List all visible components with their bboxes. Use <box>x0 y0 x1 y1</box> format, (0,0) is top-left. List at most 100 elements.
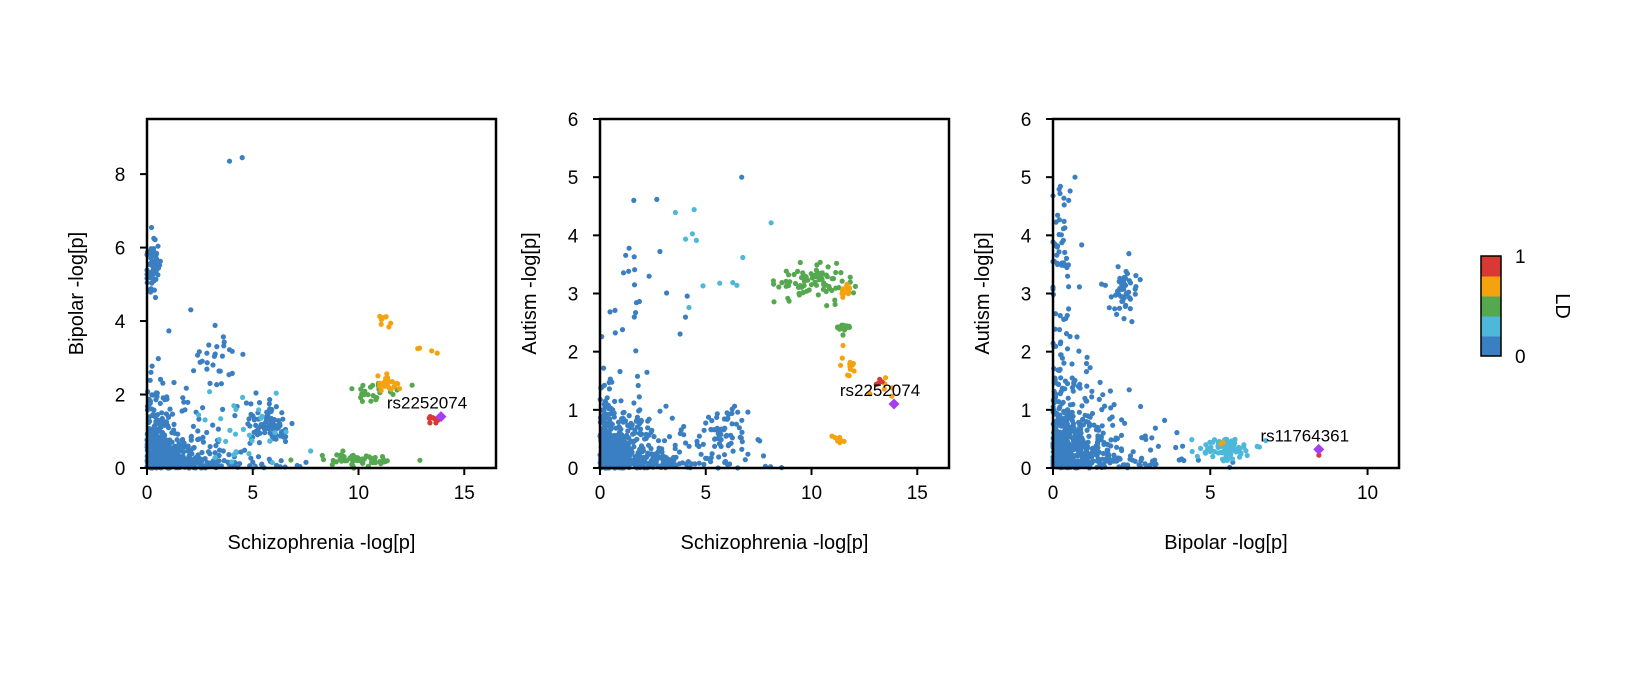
snp-point <box>1126 387 1132 393</box>
snp-point <box>649 427 655 433</box>
x-tick-label: 5 <box>700 483 711 504</box>
snp-point <box>601 365 607 371</box>
snp-point <box>152 237 158 243</box>
snp-point <box>691 207 697 213</box>
snp-point <box>147 377 153 383</box>
snp-point <box>602 448 609 454</box>
snp-point <box>320 457 327 463</box>
snp-point <box>250 413 256 419</box>
snp-point <box>1066 284 1072 290</box>
snp-point <box>147 274 153 281</box>
snp-point <box>1086 433 1092 439</box>
snp-point <box>724 410 730 416</box>
snp-point <box>1053 453 1059 459</box>
snp-point <box>1066 432 1072 438</box>
snp-point <box>1126 278 1132 284</box>
snp-point <box>268 422 274 428</box>
snp-point <box>368 398 374 404</box>
snp-point <box>1061 428 1067 434</box>
snp-point <box>1121 316 1127 322</box>
snp-point <box>625 422 631 429</box>
snp-point <box>1062 386 1068 392</box>
snp-point <box>634 373 641 379</box>
snp-point <box>681 432 687 438</box>
snp-point <box>716 454 722 460</box>
snp-point <box>670 454 677 461</box>
snp-point <box>1069 361 1075 367</box>
snp-point <box>839 355 845 361</box>
snp-point <box>802 273 808 279</box>
snp-point <box>258 422 264 428</box>
snp-point <box>838 438 844 444</box>
snp-point <box>263 426 269 432</box>
snp-point <box>1057 313 1063 319</box>
snp-point <box>150 248 156 254</box>
snp-point <box>1114 311 1120 317</box>
snp-point <box>243 400 249 406</box>
snp-point <box>805 277 811 283</box>
snp-point <box>1079 435 1085 441</box>
snp-point <box>1138 403 1144 410</box>
snp-point <box>712 443 718 449</box>
snp-point <box>808 271 814 277</box>
snp-point <box>217 368 223 374</box>
snp-point <box>267 397 273 403</box>
snp-point <box>151 287 157 293</box>
snp-point <box>666 434 673 440</box>
snp-point <box>1074 334 1080 340</box>
snp-point <box>1065 262 1071 268</box>
snp-point <box>1106 453 1112 459</box>
snp-point <box>259 413 265 419</box>
snp-point <box>631 282 638 288</box>
snp-point <box>626 446 632 452</box>
snp-point <box>823 272 830 278</box>
snp-point <box>663 454 669 460</box>
snp-point <box>739 174 745 180</box>
snp-point <box>155 272 161 278</box>
snp-point <box>776 284 782 290</box>
snp-point <box>832 301 838 307</box>
plot-frame <box>598 117 951 470</box>
snp-point <box>1100 450 1106 457</box>
snp-point <box>1061 360 1067 366</box>
snp-point <box>1132 291 1138 297</box>
snp-point <box>1069 385 1075 391</box>
snp-point <box>217 447 223 453</box>
snp-point <box>832 435 838 441</box>
snp-point <box>1116 305 1123 311</box>
snp-point <box>381 380 387 386</box>
snp-point <box>1119 417 1125 423</box>
snp-point <box>417 457 423 463</box>
snp-point <box>308 448 314 454</box>
x-tick-label: 10 <box>348 483 369 504</box>
snp-point <box>1067 402 1073 408</box>
snp-point <box>1058 423 1065 429</box>
snp-point <box>636 408 642 414</box>
snp-point <box>256 400 263 406</box>
snp-point <box>1230 446 1236 452</box>
x-tick-label: 0 <box>142 483 153 504</box>
snp-point <box>823 288 829 295</box>
snp-point <box>229 459 235 465</box>
snp-point <box>634 424 641 430</box>
snp-point <box>1132 458 1138 464</box>
snp-point <box>239 155 245 161</box>
snp-point <box>606 443 613 449</box>
snp-point <box>612 398 618 404</box>
snp-point <box>1057 183 1063 189</box>
snp-point <box>160 446 166 452</box>
snp-point <box>195 428 201 434</box>
snp-point <box>275 418 281 424</box>
colorbar-max-label: 1 <box>1515 247 1526 268</box>
snp-point <box>426 415 432 421</box>
snp-point <box>226 158 233 164</box>
snp-point <box>1142 461 1148 467</box>
snp-point <box>783 268 789 274</box>
snp-point <box>631 438 637 444</box>
snp-point <box>602 398 608 404</box>
snp-point <box>726 441 732 448</box>
snp-point <box>1099 423 1105 429</box>
snp-point <box>654 196 660 202</box>
snp-point <box>167 406 173 412</box>
snp-point <box>1149 435 1155 441</box>
